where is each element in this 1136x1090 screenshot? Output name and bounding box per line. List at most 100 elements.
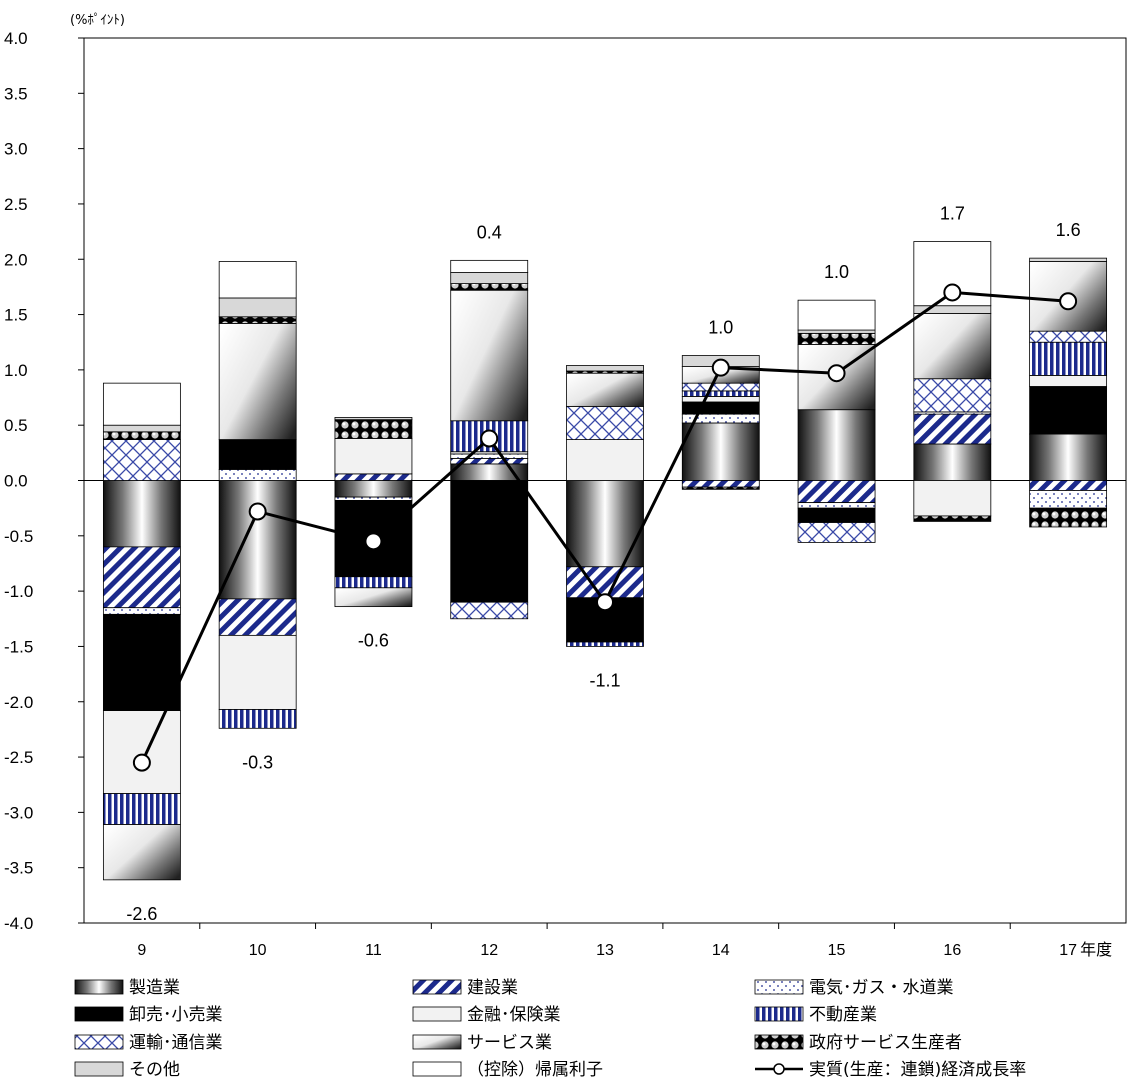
legend-marker [774,1064,784,1074]
bar-segment [103,825,180,880]
bar-segment [798,300,875,330]
stacked-bars [103,242,1106,880]
y-tick-label: 1.5 [4,306,28,325]
bar-segment [1030,508,1107,527]
bar-segment [914,481,991,516]
bar-segment [1030,481,1107,491]
y-tick-label: -3.5 [4,859,33,878]
legend-swatch [755,1035,803,1049]
legend-swatch [755,1007,803,1021]
legend-swatch [755,980,803,994]
bar-segment [103,711,180,794]
x-tick-label: 12 [480,942,498,959]
x-tick-label: 10 [249,942,267,959]
bar-segment [219,481,296,599]
legend-swatch [413,1007,461,1021]
bar-segment [567,481,644,567]
legend-swatch [75,980,123,994]
bar-segment [682,402,759,414]
bar-segment [335,417,412,419]
bar-segment [219,599,296,636]
bar-segment [335,577,412,588]
bar-segment [335,420,412,439]
legend-label: その他 [129,1060,180,1080]
bar-segment [914,444,991,481]
growth-point [713,360,729,376]
y-tick-label: -4.0 [4,914,33,933]
y-tick-label: 4.0 [4,29,28,48]
bar-segment [103,432,180,440]
bar-segment [335,438,412,473]
y-tick-label: 0.5 [4,416,28,435]
bar-segment [1030,434,1107,480]
bar-segment [219,635,296,709]
bar-segment [567,567,644,598]
bar-segment [914,313,991,378]
bar-segment [798,333,875,344]
unit-label: (%ﾎﾟｲﾝﾄ) [70,13,125,28]
legend-label: 製造業 [129,978,180,998]
bar-segment [103,547,180,608]
y-tick-label: -2.5 [4,748,33,767]
growth-value-label: 1.7 [940,204,965,224]
bar-segment [219,709,296,728]
bar-segment [1030,258,1107,261]
growth-point [250,503,266,519]
bar-segment [1030,490,1107,508]
legend-label: 実質(生産：連鎖)経済成長率 [809,1060,1026,1080]
bar-segment [219,317,296,324]
x-tick-label: 13 [596,942,614,959]
bar-segment [914,379,991,412]
bar-segment [335,481,412,498]
legend-label: 政府サービス生産者 [809,1033,962,1053]
bar-segment [798,503,875,509]
bar-segment [567,642,644,646]
growth-point [829,365,845,381]
x-tick-label: 11 [365,942,382,959]
y-tick-label: -1.0 [4,582,33,601]
y-tick-label: 3.0 [4,140,28,159]
legend-swatch [413,1035,461,1049]
bar-segment [1030,342,1107,375]
bar-segment [1030,375,1107,386]
growth-point [134,755,150,771]
bar-segment [451,454,528,458]
bar-segment [682,423,759,481]
bar-segment [798,330,875,333]
bar-segment [914,516,991,522]
bar-segment [335,474,412,481]
y-tick-label: 2.0 [4,250,28,269]
bar-segment [451,602,528,619]
growth-point [365,533,381,549]
legend-swatch [413,980,461,994]
growth-point [597,594,613,610]
legend-label: 卸売･小売業 [129,1005,223,1025]
bar-segment [682,383,759,391]
bar-segment [567,406,644,439]
legend-swatch [75,1007,123,1021]
growth-value-label: -2.6 [126,904,157,924]
bar-segment [798,410,875,481]
bar-segment [451,260,528,272]
growth-point [1060,293,1076,309]
y-tick-label: -3.0 [4,803,33,822]
legend-label: サービス業 [467,1033,552,1053]
legend-label: 金融･保険業 [467,1005,561,1025]
bar-segment [219,469,296,480]
growth-value-label: -0.6 [358,631,389,651]
growth-value-label: 0.4 [477,222,502,242]
bar-segment [103,440,180,481]
bar-segment [682,396,759,402]
legend-label: 不動産業 [809,1005,877,1025]
y-tick-label: -0.5 [4,527,33,546]
legend-label: 運輸･通信業 [129,1033,223,1053]
legend-label: （控除）帰属利子 [467,1060,603,1080]
bar-segment [567,440,644,481]
growth-value-label: -0.3 [242,752,273,772]
bar-segment [335,588,412,607]
y-tick-label: -2.0 [4,693,33,712]
growth-value-label: 1.6 [1056,220,1081,240]
growth-value-label: 1.0 [708,317,733,337]
legend-swatch [75,1035,123,1049]
